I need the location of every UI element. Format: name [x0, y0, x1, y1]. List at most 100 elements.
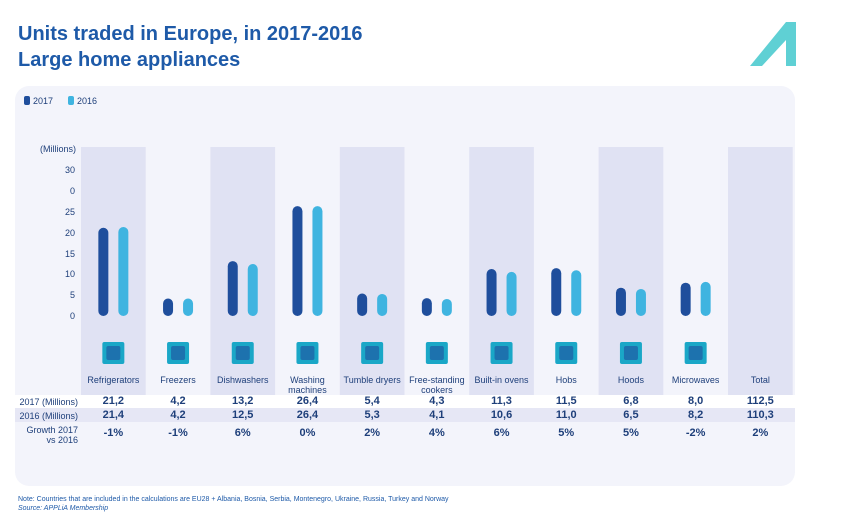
- value-label: 110,3: [746, 409, 774, 421]
- bar: [183, 298, 194, 316]
- value-label: 6,5: [623, 409, 639, 421]
- value-label: 6,8: [623, 395, 639, 407]
- value-label: 4,3: [429, 395, 445, 407]
- bar: [615, 287, 626, 316]
- icon-detail: [106, 346, 121, 360]
- value-label: 26,4: [296, 409, 319, 421]
- growth-label: 2%: [364, 427, 381, 439]
- bar: [312, 206, 323, 316]
- icon-detail: [429, 346, 444, 360]
- bar: [635, 288, 646, 316]
- category-label: Dishwashers: [216, 375, 269, 385]
- value-label: 5,4: [364, 395, 380, 407]
- value-label: 8,0: [687, 395, 704, 407]
- y-tick-label: 5: [69, 290, 75, 301]
- category-label: Total: [750, 375, 770, 385]
- value-label: 112,5: [746, 395, 774, 407]
- growth-label: 6%: [234, 427, 251, 439]
- icon-detail: [235, 346, 250, 360]
- value-label: 13,2: [232, 395, 254, 407]
- logo: [750, 22, 796, 66]
- icon-detail: [559, 346, 574, 360]
- icon-detail: [365, 346, 380, 360]
- category-label: Washing machines: [288, 375, 327, 395]
- y-label: (Millions): [40, 144, 76, 154]
- value-label: 4,1: [429, 409, 445, 421]
- value-label: 11,3: [491, 395, 512, 407]
- category-label: Freezers: [160, 375, 196, 385]
- bar: [377, 293, 388, 316]
- legend-swatch: [68, 96, 74, 105]
- bar: [486, 268, 497, 316]
- growth-label: -1%: [103, 427, 124, 439]
- growth-label: 5%: [558, 427, 575, 439]
- title: Units traded in Europe, in 2017-2016: [18, 23, 363, 45]
- category-label: Hobs: [555, 375, 577, 385]
- row-label: Growth 2017 vs 2016: [26, 425, 78, 445]
- subtitle: Large home appliances: [18, 49, 241, 71]
- value-label: 11,5: [555, 395, 577, 407]
- category-label: Built-in ovens: [474, 375, 529, 385]
- category-label: Tumble dryers: [343, 375, 401, 385]
- value-label: 4,2: [170, 409, 186, 421]
- y-tick-label: 20: [64, 227, 75, 238]
- bar: [441, 298, 452, 316]
- legend-label: 2017: [33, 96, 54, 106]
- bar: [247, 264, 258, 316]
- bar: [227, 261, 238, 316]
- growth-label: 4%: [428, 427, 445, 439]
- y-tick-label: 0: [69, 186, 75, 197]
- bar: [680, 282, 691, 316]
- growth-label: 0%: [299, 427, 316, 439]
- bar: [357, 293, 368, 316]
- bar: [292, 206, 303, 316]
- value-label: 8,2: [687, 409, 704, 421]
- row-label: 2017 (Millions): [19, 397, 78, 407]
- row-band: [15, 395, 795, 408]
- y-tick-label: 10: [64, 269, 75, 280]
- growth-label: -2%: [685, 427, 706, 439]
- growth-label: 6%: [493, 427, 510, 439]
- source: Source: APPLiA Membership: [18, 505, 109, 512]
- legend-label: 2016: [77, 96, 98, 106]
- bar: [98, 227, 109, 316]
- y-tick-label: 15: [64, 248, 75, 259]
- note: Note: Countries that are included in the…: [18, 496, 449, 503]
- value-label: 5,3: [364, 409, 380, 421]
- icon-detail: [688, 346, 703, 360]
- category-label: Microwaves: [671, 375, 720, 385]
- row-label: 2016 (Millions): [19, 411, 78, 421]
- value-label: 11,0: [555, 409, 577, 421]
- y-tick-label: 25: [64, 207, 75, 217]
- growth-label: 5%: [622, 427, 639, 439]
- growth-label: -1%: [168, 427, 188, 439]
- y-tick-label: 30: [64, 165, 75, 176]
- bar: [163, 298, 174, 316]
- value-label: 10,6: [490, 409, 513, 421]
- growth-label: 2%: [752, 427, 769, 439]
- category-label: Free-standing cookers: [409, 375, 465, 395]
- value-label: 4,2: [170, 395, 186, 407]
- value-label: 21,2: [102, 395, 125, 407]
- row-band: [15, 408, 795, 422]
- bar: [118, 226, 129, 316]
- category-label: Hoods: [617, 375, 644, 385]
- bar: [551, 268, 562, 316]
- icon-detail: [623, 346, 638, 360]
- icon-detail: [494, 346, 509, 360]
- bar: [506, 271, 517, 316]
- icon-detail: [171, 346, 186, 360]
- value-label: 26,4: [296, 395, 319, 407]
- y-tick-label: 0: [69, 311, 75, 321]
- icon-detail: [300, 346, 315, 360]
- value-label: 12,5: [232, 409, 254, 421]
- value-label: 21,4: [102, 409, 125, 421]
- legend-swatch: [24, 96, 30, 105]
- bar: [700, 281, 711, 316]
- column-stripe: [728, 147, 793, 395]
- bar: [571, 270, 582, 316]
- bar: [421, 298, 432, 316]
- category-label: Refrigerators: [87, 375, 140, 385]
